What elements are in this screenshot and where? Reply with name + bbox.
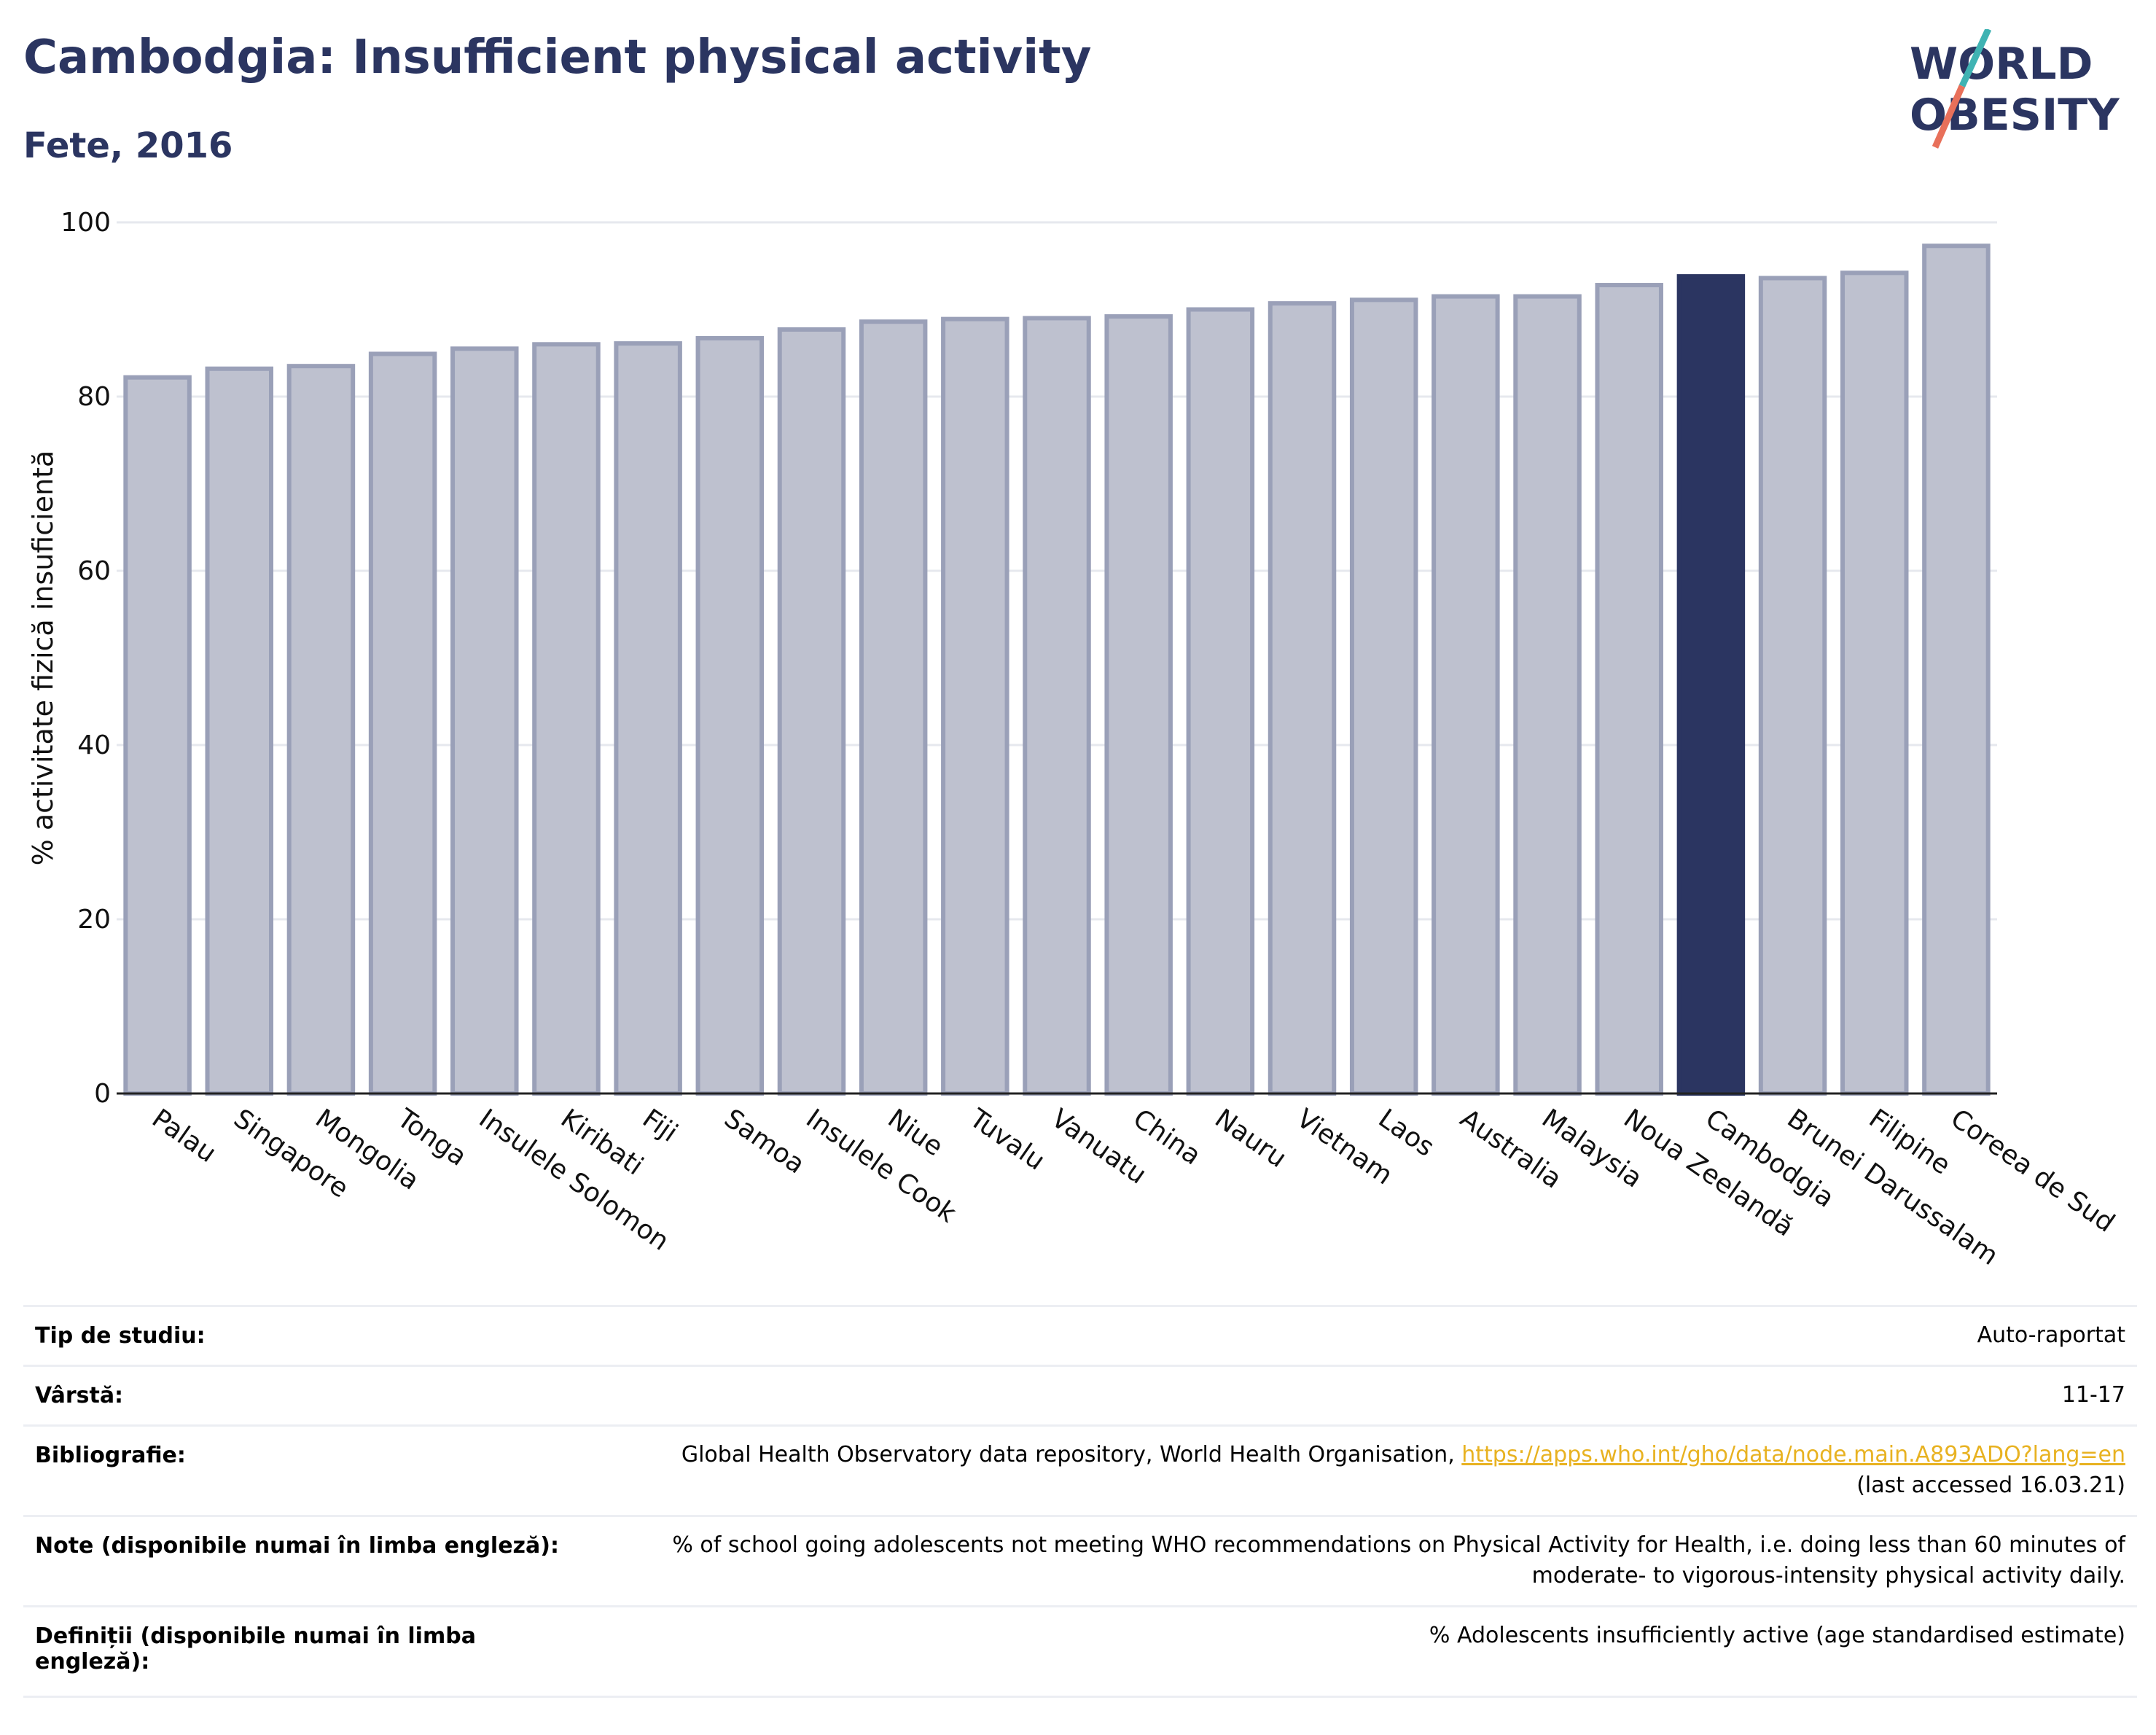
x-tick-label: Insulele Cook <box>800 1104 961 1229</box>
bar <box>368 351 437 1096</box>
info-value-definitions: % Adolescents insufficiently active (age… <box>589 1605 2137 1698</box>
y-tick-label: 40 <box>77 730 111 760</box>
bar <box>1840 270 1909 1096</box>
bar <box>123 375 192 1096</box>
bar <box>614 341 682 1096</box>
bars <box>123 243 1991 1096</box>
logo-slash-bottom <box>1932 85 1966 149</box>
bar <box>1432 294 1500 1096</box>
x-tick-label: Laos <box>1373 1104 1440 1163</box>
x-tick-label: Samoa <box>719 1104 810 1180</box>
bar <box>450 346 519 1096</box>
world-obesity-logo: WORLD OBESITY <box>1910 29 2120 149</box>
bibliography-link[interactable]: https://apps.who.int/gho/data/node.main.… <box>1461 1442 2125 1467</box>
bar <box>1513 294 1582 1096</box>
logo-line1: WORLD <box>1910 39 2093 90</box>
x-tick-label: Niue <box>882 1104 948 1163</box>
y-tick-label: 60 <box>77 556 111 586</box>
bar <box>859 319 928 1096</box>
bar <box>1595 283 1663 1096</box>
bar <box>777 327 846 1096</box>
bar <box>205 366 274 1096</box>
y-tick-label: 20 <box>77 905 111 935</box>
info-value-age: 11-17 <box>589 1365 2137 1426</box>
bar <box>941 316 1009 1096</box>
bar-highlighted <box>1676 274 1746 1096</box>
info-label-age: Vârstă: <box>23 1365 589 1426</box>
x-tick-label: Palau <box>147 1104 222 1169</box>
y-axis-label: % activitate fizică insuficientă <box>27 451 59 866</box>
info-value-bibliography: Global Health Observatory data repositor… <box>589 1424 2137 1516</box>
bar <box>532 342 601 1096</box>
bar <box>695 335 765 1096</box>
bar <box>1186 307 1255 1096</box>
info-label-definitions: Definiții (disponibile numai în limba eng… <box>23 1605 589 1698</box>
info-label-notes: Note (disponibile numai în limba engleză… <box>23 1515 589 1607</box>
y-axis-ticks: 0 20 40 60 80 100 <box>60 208 111 1109</box>
info-table: Tip de studiu: Auto-raportat Vârstă: 11-… <box>23 1305 2137 1698</box>
bar <box>1922 243 1991 1096</box>
bar <box>1758 276 1827 1096</box>
info-value-study-type: Auto-raportat <box>589 1305 2137 1366</box>
bar <box>286 364 356 1096</box>
info-label-study-type: Tip de studiu: <box>23 1305 589 1366</box>
bar-chart: 0 20 40 60 80 100 Palau SingaporeMongoliaTonga… <box>27 208 2120 1271</box>
y-tick-label: 0 <box>94 1079 111 1109</box>
bar <box>1349 297 1418 1096</box>
x-tick-label: Coreea de Sud <box>1945 1104 2120 1239</box>
bar <box>1023 316 1091 1096</box>
y-tick-label: 100 <box>60 208 111 238</box>
logo-slash-top <box>1958 29 1992 87</box>
y-tick-label: 80 <box>77 382 111 412</box>
chart-title: Cambodgia: Insufficient physical activit… <box>23 31 1092 85</box>
bar <box>1268 301 1337 1096</box>
x-tick-label: Tuvalu <box>964 1103 1050 1176</box>
info-value-notes: % of school going adolescents not meetin… <box>589 1515 2137 1607</box>
x-tick-label: Nauru <box>1209 1104 1292 1174</box>
bibliography-text: Global Health Observatory data repositor… <box>681 1442 1462 1467</box>
bar <box>1104 314 1173 1096</box>
bibliography-accessed: (last accessed 16.03.21) <box>1856 1473 2125 1498</box>
chart-subtitle: Fete, 2016 <box>23 125 233 166</box>
x-tick-label: Fiji <box>637 1104 683 1148</box>
info-label-bibliography: Bibliografie: <box>23 1424 589 1516</box>
